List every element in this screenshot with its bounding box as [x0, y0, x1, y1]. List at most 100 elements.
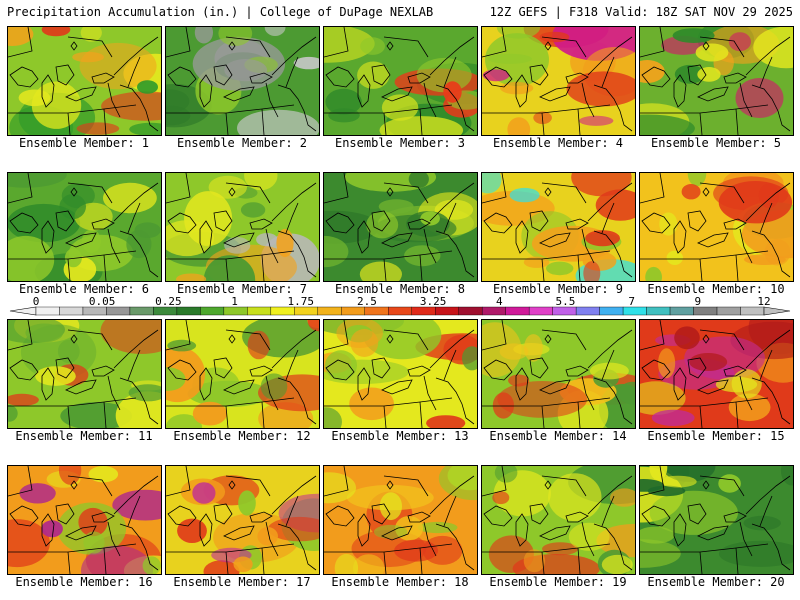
map-boundary: [9, 505, 39, 527]
map-boundary: [699, 182, 745, 204]
map-boundary: [103, 401, 107, 428]
precip-contour: [137, 80, 158, 94]
map-boundary: [482, 397, 611, 407]
ensemble-panel: [481, 319, 636, 429]
precip-contour: [293, 56, 319, 70]
map-boundary: [745, 475, 791, 515]
map-boundary: [443, 202, 457, 234]
precip-contour: [360, 37, 385, 55]
precip-contour: [76, 122, 120, 135]
diamond-marker-icon: [70, 41, 78, 51]
map-boundary: [577, 108, 581, 135]
colorbar-tick-label: 12: [757, 295, 771, 308]
colorbar-tick-label: 3.25: [419, 295, 447, 308]
colorbar-swatch: [153, 306, 178, 316]
precip-map: [8, 173, 161, 281]
member-label: Ensemble Member: 4: [492, 136, 624, 150]
diamond-marker-icon: [228, 41, 236, 51]
map-boundary: [65, 525, 97, 541]
colorbar-swatch: [294, 306, 319, 316]
precip-contour: [83, 531, 105, 554]
map-boundary: [759, 495, 773, 527]
precip-contour: [497, 381, 588, 418]
map-boundary: [67, 258, 71, 281]
precip-contour: [334, 553, 359, 574]
map-boundary: [324, 173, 349, 204]
colorbar-swatch: [458, 306, 483, 316]
map-boundary: [541, 475, 587, 497]
diamond-marker-icon: [386, 480, 394, 490]
ensemble-panel: [165, 26, 320, 136]
map-boundary: [482, 543, 611, 553]
map-boundary: [371, 357, 391, 379]
map-boundary: [223, 525, 255, 541]
map-boundary: [166, 543, 295, 553]
member-label: Ensemble Member: 12: [173, 429, 311, 443]
precip-contour: [325, 350, 357, 381]
map-boundary: [687, 503, 707, 525]
map-boundary: [357, 74, 371, 108]
map-boundary: [271, 182, 317, 222]
map-boundary: [577, 547, 581, 574]
precip-contour: [640, 60, 665, 83]
precip-contour: [659, 212, 678, 236]
map-boundary: [261, 401, 265, 428]
precip-contour: [507, 117, 531, 135]
map-boundary: [515, 220, 529, 254]
map-boundary: [539, 379, 571, 395]
ensemble-panel: [165, 319, 320, 429]
map-boundary: [8, 250, 137, 260]
precip-contour: [589, 362, 629, 380]
precip-contour: [233, 556, 253, 573]
colorbar-tick-label: 4: [495, 295, 503, 308]
precip-contour: [610, 488, 635, 507]
colorbar-tick-label: 2.5: [356, 295, 377, 308]
map-boundary: [699, 258, 703, 281]
colorbar-swatch: [364, 306, 389, 316]
map-boundary: [213, 210, 233, 232]
precip-contour: [492, 392, 514, 419]
map-boundary: [529, 357, 549, 379]
colorbar-swatch: [646, 306, 671, 316]
precip-contour: [658, 348, 676, 379]
map-boundary: [91, 511, 115, 523]
precip-contour: [728, 393, 771, 422]
precip-contour: [394, 539, 439, 562]
map-boundary: [565, 72, 589, 84]
map-boundary: [697, 232, 729, 248]
map-boundary: [357, 367, 371, 401]
ensemble-panel: [323, 319, 478, 429]
map-boundary: [225, 258, 229, 281]
precip-contour: [324, 472, 356, 504]
map-boundary: [167, 505, 197, 527]
ensemble-panel: [7, 26, 162, 136]
map-boundary: [223, 379, 255, 395]
precip-contour: [8, 27, 34, 46]
map-boundary: [541, 551, 545, 574]
map-boundary: [601, 495, 615, 527]
map-boundary: [55, 64, 75, 86]
map-boundary: [113, 329, 159, 369]
map-boundary: [407, 72, 431, 84]
precip-contour: [8, 393, 39, 406]
precip-contour: [57, 339, 80, 364]
map-boundary: [65, 232, 97, 248]
map-boundary: [324, 250, 453, 260]
precip-contour: [257, 527, 278, 546]
map-boundary: [435, 377, 475, 425]
map-boundary: [166, 320, 191, 351]
precip-map: [482, 320, 635, 428]
map-boundary: [249, 218, 273, 230]
colorbar-tick-label: 1.75: [287, 295, 314, 308]
precip-contour: [8, 173, 67, 188]
precip-map: [482, 466, 635, 574]
map-boundary: [581, 228, 595, 264]
precip-map: [482, 27, 635, 135]
map-boundary: [581, 375, 595, 411]
precip-map: [166, 320, 319, 428]
map-boundary: [435, 84, 475, 132]
map-boundary: [249, 72, 273, 84]
map-boundary: [113, 36, 159, 76]
member-label: Ensemble Member: 3: [334, 136, 466, 150]
precip-contour: [256, 233, 278, 247]
